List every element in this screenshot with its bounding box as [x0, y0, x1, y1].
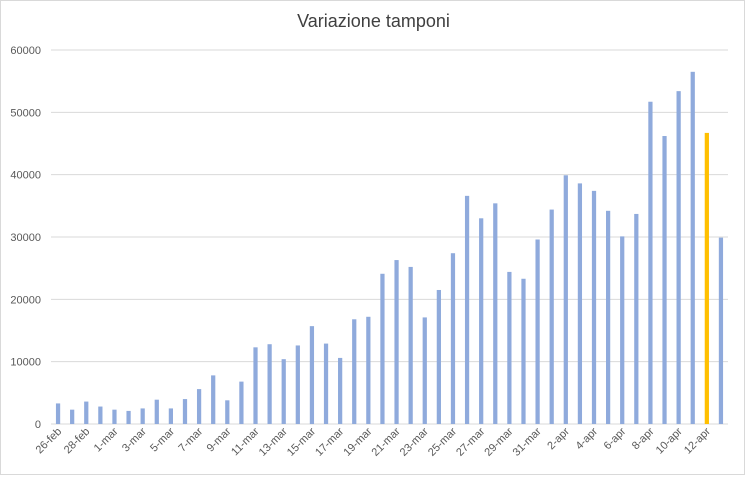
x-tick-label: 17-mar	[313, 425, 346, 458]
bar-9-apr	[662, 136, 667, 424]
bar-3-apr	[577, 183, 583, 424]
bar-2-mar	[126, 410, 131, 424]
bar-11-apr	[690, 71, 695, 425]
bar-30-mar	[521, 278, 526, 424]
bar-12-apr	[704, 132, 709, 425]
bar-5-apr	[605, 210, 611, 424]
bar-24-mar	[436, 289, 441, 424]
x-tick-label: 11-mar	[229, 425, 262, 458]
bar-29-mar	[507, 271, 512, 424]
bar-22-mar	[408, 266, 413, 424]
bar-19-mar	[366, 316, 371, 424]
y-tick-label: 20000	[10, 294, 41, 306]
bar-2-apr	[563, 175, 568, 424]
bar-5-mar	[168, 408, 174, 424]
x-tick-label: 25-mar	[426, 425, 459, 458]
bar-26-feb	[55, 403, 61, 424]
y-tick-label: 10000	[10, 357, 41, 369]
bar-11-mar	[253, 347, 258, 424]
x-tick-label: 15-mar	[285, 425, 318, 458]
x-tick-label: 29-mar	[482, 425, 515, 458]
x-tick-label: 21-mar	[370, 425, 403, 458]
y-tick-label: 50000	[10, 107, 41, 119]
bar-4-mar	[154, 399, 159, 424]
chart-title: Variazione tamponi	[297, 11, 450, 31]
bar-1-apr	[549, 209, 554, 424]
bar-27-feb	[70, 409, 75, 424]
bar-31-mar	[535, 239, 540, 424]
x-tick-label: 31-mar	[511, 425, 544, 458]
y-tick-label: 40000	[10, 170, 41, 182]
bar-3-mar	[140, 408, 145, 424]
bar-17-mar	[338, 357, 343, 424]
bar-4-apr	[591, 190, 597, 424]
bar-25-mar	[450, 253, 456, 424]
bar-10-apr	[676, 91, 681, 424]
bar-6-apr	[620, 236, 625, 424]
x-tick-label: 1-mar	[92, 425, 121, 454]
bar-7-mar	[196, 389, 202, 424]
bar-15-mar	[309, 326, 315, 424]
bar-28-mar	[493, 203, 498, 424]
bar-28-feb	[84, 401, 89, 424]
x-tick-label: 23-mar	[398, 425, 431, 458]
x-tick-label: 5-mar	[148, 425, 177, 454]
x-tick-label: 7-mar	[176, 425, 205, 454]
bar-16-mar	[323, 343, 329, 424]
bar-21-mar	[394, 260, 399, 424]
bar-29-feb	[98, 406, 103, 424]
x-tick-label: 28-feb	[62, 426, 93, 457]
bar-1-mar	[112, 409, 117, 424]
bar-6-mar	[182, 399, 188, 424]
bar-13-apr	[718, 237, 724, 424]
bar-7-apr	[634, 213, 639, 424]
x-tick-label: 4-apr	[573, 425, 600, 452]
x-tick-label: 12-apr	[682, 425, 713, 456]
bar-8-apr	[648, 101, 653, 424]
bar-18-mar	[352, 319, 357, 424]
x-tick-label: 27-mar	[454, 425, 487, 458]
x-tick-label: 6-apr	[602, 425, 629, 452]
bar-23-mar	[422, 317, 427, 424]
x-tick-label: 2-apr	[545, 425, 572, 452]
x-tick-label: 19-mar	[341, 425, 374, 458]
bar-26-mar	[464, 195, 470, 424]
bar-10-mar	[239, 381, 244, 424]
y-axis-labels: 0 10000 20000 30000 40000 50000 60000	[10, 45, 41, 431]
bar-14-mar	[295, 345, 300, 424]
y-tick-label: 30000	[10, 232, 41, 244]
x-tick-label: 13-mar	[257, 425, 290, 458]
x-tick-label: 3-mar	[120, 425, 149, 454]
bar-27-mar	[479, 218, 484, 424]
bars	[55, 71, 724, 425]
y-tick-label: 0	[35, 419, 41, 431]
bar-9-mar	[225, 400, 230, 424]
y-tick-label: 60000	[10, 45, 41, 57]
gridlines	[51, 49, 728, 425]
bar-8-mar	[211, 375, 216, 424]
bar-12-mar	[267, 344, 272, 424]
bar-20-mar	[380, 273, 385, 424]
bar-13-mar	[281, 359, 286, 424]
x-tick-label: 10-apr	[654, 425, 685, 456]
